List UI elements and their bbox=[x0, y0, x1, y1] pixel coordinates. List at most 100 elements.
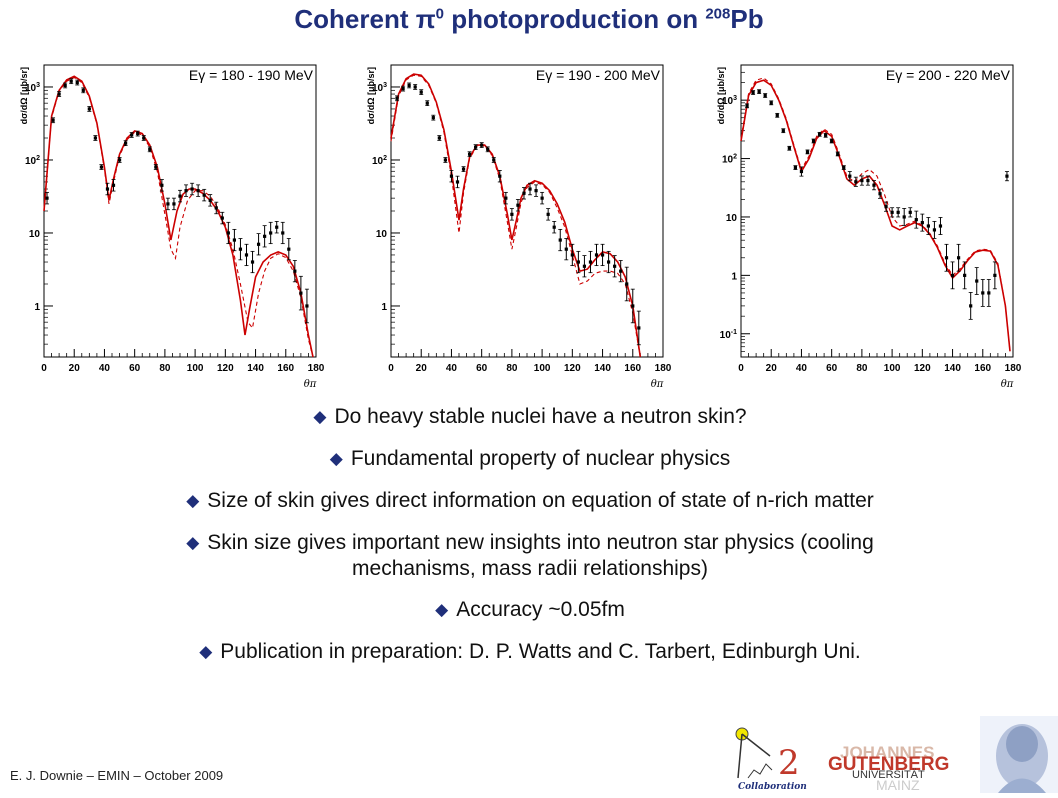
y-tick-label: 1 bbox=[381, 302, 387, 313]
data-point bbox=[208, 198, 212, 202]
x-tick-label: 80 bbox=[506, 363, 518, 374]
plot-frame bbox=[740, 64, 1014, 358]
data-point bbox=[196, 189, 200, 193]
panel-energy-label: Eγ = 200 - 220 MeV bbox=[886, 67, 1011, 83]
x-tick-label: 140 bbox=[594, 363, 611, 374]
bullet-item: ◆ Fundamental property of nuclear physics bbox=[329, 447, 731, 470]
data-point bbox=[293, 269, 297, 273]
data-point bbox=[872, 183, 876, 187]
data-point bbox=[763, 93, 767, 98]
x-axis-label: θπ bbox=[1001, 379, 1014, 390]
data-point bbox=[534, 189, 538, 193]
data-point bbox=[443, 158, 447, 162]
data-point bbox=[860, 178, 864, 183]
data-point bbox=[558, 238, 562, 242]
bullet-item: ◆ Accuracy ~0.05fm bbox=[435, 598, 625, 621]
data-point bbox=[287, 247, 291, 251]
data-point bbox=[99, 165, 104, 169]
plot-frame bbox=[390, 64, 664, 358]
data-point bbox=[938, 224, 943, 228]
data-point bbox=[105, 187, 110, 191]
university-logo: JOHANNES GUTENBERG UNIVERSITÄT MAINZ bbox=[828, 743, 949, 793]
data-point bbox=[172, 202, 176, 206]
data-point bbox=[474, 145, 478, 149]
y-tick-label: 10 bbox=[29, 229, 41, 240]
x-tick-label: 120 bbox=[914, 363, 931, 374]
x-tick-label: 120 bbox=[217, 363, 234, 374]
data-point bbox=[842, 166, 846, 170]
data-point bbox=[190, 187, 194, 191]
data-point bbox=[166, 202, 170, 206]
diamond-bullet-icon: ◆ bbox=[435, 600, 449, 619]
data-point bbox=[546, 212, 550, 216]
footer-credit: E. J. Downie – EMIN – October 2009 bbox=[10, 768, 224, 783]
data-point bbox=[950, 273, 955, 277]
data-point bbox=[787, 146, 791, 150]
data-point bbox=[757, 90, 761, 94]
data-point bbox=[130, 133, 134, 137]
data-point bbox=[437, 136, 441, 140]
data-point bbox=[81, 88, 85, 92]
x-axis-label: θπ bbox=[651, 379, 664, 390]
data-point bbox=[745, 104, 749, 108]
x-tick-label: 20 bbox=[766, 363, 778, 374]
data-point bbox=[299, 291, 303, 295]
data-point bbox=[486, 147, 490, 151]
data-point bbox=[69, 79, 73, 83]
x-axis-label: θπ bbox=[304, 379, 317, 390]
x-tick-label: 80 bbox=[159, 363, 171, 374]
data-point bbox=[238, 247, 243, 251]
data-point bbox=[830, 139, 834, 143]
data-point bbox=[607, 260, 611, 264]
data-point bbox=[775, 113, 779, 117]
data-point bbox=[836, 152, 840, 156]
data-point bbox=[570, 253, 574, 257]
data-point bbox=[926, 224, 930, 228]
chart-200-220: 0 20 40 60 80 100 120 140 160 18010310210110-1θπd… bbox=[716, 64, 1022, 390]
x-tick-label: 20 bbox=[69, 363, 81, 374]
data-point bbox=[993, 273, 997, 277]
a2-collaboration-logo: 2 Collaboration bbox=[735, 727, 807, 792]
data-point bbox=[263, 234, 267, 238]
data-point bbox=[613, 264, 617, 268]
a2-number: 2 bbox=[778, 743, 800, 783]
data-point bbox=[184, 189, 188, 193]
collaboration-word: Collaboration bbox=[738, 782, 807, 792]
data-point bbox=[944, 256, 949, 260]
data-point bbox=[226, 231, 230, 235]
x-tick-label: 160 bbox=[624, 363, 641, 374]
data-point bbox=[250, 260, 255, 264]
bullet-item: ◆ Publication in preparation: D. P. Watts… bbox=[199, 640, 861, 663]
data-point bbox=[75, 80, 79, 85]
x-tick-label: 40 bbox=[446, 363, 458, 374]
data-point bbox=[854, 180, 858, 184]
data-point bbox=[504, 196, 508, 200]
x-tick-label: 0 bbox=[388, 363, 394, 374]
data-point bbox=[51, 118, 55, 122]
slide-title: Coherent π0 photoproduction on 208Pb bbox=[294, 4, 764, 34]
data-point bbox=[281, 231, 285, 235]
x-tick-label: 140 bbox=[247, 363, 264, 374]
data-point bbox=[395, 96, 399, 100]
data-point bbox=[908, 210, 912, 214]
data-point bbox=[619, 269, 623, 273]
x-tick-label: 40 bbox=[99, 363, 111, 374]
y-tick-label: 10 bbox=[376, 229, 388, 240]
y-tick-label: 102 bbox=[722, 154, 737, 166]
data-point bbox=[540, 196, 544, 200]
data-point bbox=[431, 116, 435, 120]
data-point bbox=[510, 212, 514, 216]
x-tick-label: 100 bbox=[187, 363, 204, 374]
x-tick-label: 60 bbox=[129, 363, 141, 374]
data-point bbox=[896, 210, 900, 214]
data-point bbox=[824, 133, 828, 137]
data-point bbox=[142, 136, 146, 140]
y-tick-label: 102 bbox=[25, 155, 40, 167]
data-point bbox=[449, 174, 454, 178]
data-point bbox=[401, 87, 405, 91]
data-point bbox=[981, 291, 985, 295]
x-tick-label: 160 bbox=[974, 363, 991, 374]
data-point bbox=[600, 253, 605, 257]
y-tick-label: 1 bbox=[34, 302, 40, 313]
data-point bbox=[232, 238, 236, 242]
